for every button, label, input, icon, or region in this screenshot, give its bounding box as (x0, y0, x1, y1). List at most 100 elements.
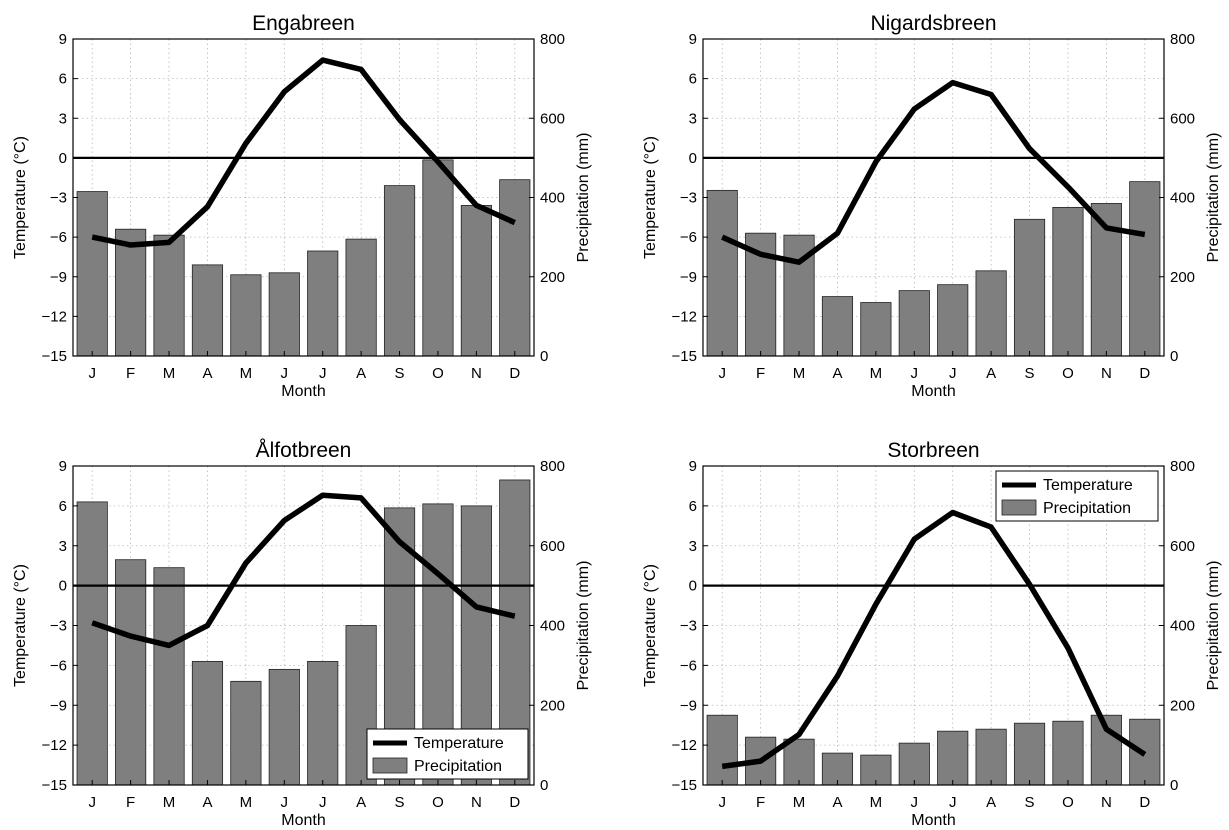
y2-tick-label: 200 (1170, 269, 1195, 286)
precip-bar (1052, 207, 1084, 357)
legend-precipitation-swatch (372, 757, 408, 774)
x-tick-label: D (1139, 794, 1150, 811)
y2-axis-label: Precipitation (mm) (575, 561, 592, 691)
legend-temperature-label: Temperature (1043, 477, 1133, 494)
y2-tick-label: 800 (540, 458, 565, 475)
y2-tick-label: 400 (540, 618, 565, 635)
x-tick-label: M (793, 794, 806, 811)
x-tick-label: A (832, 365, 842, 382)
legend-temperature-label: Temperature (414, 735, 504, 752)
x-tick-label: F (756, 794, 765, 811)
precip-bar (821, 752, 854, 786)
legend: Temperature Precipitation (366, 728, 529, 780)
y-tick-label: 0 (59, 150, 67, 167)
precip-bar (115, 559, 147, 786)
y2-tick-label: 0 (540, 777, 548, 794)
y-tick-label: −12 (42, 737, 67, 754)
x-tick-label: J (911, 794, 919, 811)
precip-bar (1129, 181, 1161, 357)
y-tick-label: −3 (680, 618, 697, 635)
x-tick-label: F (126, 365, 135, 382)
legend-precipitation-label: Precipitation (1043, 500, 1131, 517)
x-tick-label: A (202, 365, 212, 382)
x-tick-label: M (240, 794, 253, 811)
precip-bar (821, 296, 854, 357)
y-tick-label: −15 (672, 777, 697, 794)
temperature-line (91, 57, 516, 248)
y-tick-label: −15 (42, 348, 67, 365)
x-tick-label: O (1062, 794, 1074, 811)
chart-title: Nigardsbreen (870, 12, 996, 35)
y2-axis-label: Precipitation (mm) (1205, 133, 1222, 263)
y-tick-label: −15 (42, 777, 67, 794)
y2-axis-label: Precipitation (mm) (1205, 561, 1222, 691)
precip-bar (460, 205, 492, 357)
y-tick-label: −9 (680, 697, 697, 714)
y-axis-label: Temperature (°C) (12, 564, 29, 687)
precip-bar (860, 302, 892, 357)
precip-bar (383, 185, 416, 357)
y-tick-label: −15 (672, 348, 697, 365)
y2-tick-label: 600 (1170, 110, 1195, 127)
y-tick-label: 3 (689, 110, 697, 127)
x-tick-label: D (509, 365, 520, 382)
y-tick-label: −6 (680, 229, 697, 246)
x-tick-label: S (1025, 365, 1035, 382)
y-tick-label: 6 (689, 498, 697, 515)
precip-bar (898, 290, 930, 357)
precip-bar (230, 680, 262, 786)
chart-title: Engabreen (252, 12, 355, 35)
temperature-line (721, 79, 1146, 265)
x-tick-label: M (240, 365, 253, 382)
y2-tick-label: 200 (540, 269, 565, 286)
x-tick-label: J (949, 365, 957, 382)
precip-bar (268, 668, 300, 786)
y-tick-label: −12 (42, 308, 67, 325)
x-tick-label: M (870, 365, 883, 382)
precip-bar (706, 714, 738, 786)
x-tick-label: S (395, 794, 405, 811)
precip-bar (230, 274, 262, 357)
precip-bar (268, 272, 300, 357)
y-tick-label: −9 (50, 697, 67, 714)
x-tick-label: M (870, 794, 883, 811)
x-axis-label: Month (281, 383, 325, 400)
chart-title: Ålfotbreen (256, 439, 352, 462)
x-tick-label: D (509, 794, 520, 811)
x-tick-label: J (319, 365, 327, 382)
chart-panel-2: −15 −12 −9 −6 −3 0 3 6 9 0 200 400 600 800 J F M A M J J A S O N… (642, 12, 1222, 400)
temperature-line (721, 509, 1147, 770)
y2-tick-label: 0 (1170, 777, 1178, 794)
precip-bar (191, 264, 224, 357)
y-tick-label: −6 (50, 229, 67, 246)
y2-tick-label: 600 (540, 110, 565, 127)
x-tick-label: D (1139, 365, 1150, 382)
x-tick-label: N (1101, 365, 1112, 382)
y-tick-label: 9 (59, 458, 67, 475)
y2-tick-label: 800 (540, 31, 565, 48)
y-tick-label: 3 (59, 538, 67, 555)
precip-bar (937, 284, 969, 357)
y-tick-label: 6 (59, 71, 67, 88)
precip-bar (153, 567, 185, 786)
y-axis-label: Temperature (°C) (12, 136, 29, 259)
y-tick-label: −12 (672, 308, 697, 325)
y-tick-label: −3 (50, 618, 67, 635)
x-tick-label: J (88, 794, 96, 811)
precip-bar (499, 179, 531, 357)
y2-tick-label: 600 (540, 538, 565, 555)
x-tick-label: N (1101, 794, 1112, 811)
x-tick-label: A (202, 794, 212, 811)
precip-bar (1052, 720, 1084, 786)
x-tick-label: J (949, 794, 957, 811)
chart-panel-1: −15 −12 −9 −6 −3 0 3 6 9 0 200 400 600 800 J F M A M J J A S O N… (12, 12, 592, 400)
precip-bar (307, 660, 339, 786)
chart-panel-4: −15 −12 −9 −6 −3 0 3 6 9 0 200 400 600 800 J F M A M J J A S O N… (642, 439, 1222, 829)
y-tick-label: −6 (680, 657, 697, 674)
x-tick-label: J (718, 365, 726, 382)
precip-bar (975, 728, 1007, 786)
y2-axis-label: Precipitation (mm) (575, 133, 592, 263)
x-tick-label: S (1025, 794, 1035, 811)
x-tick-label: O (432, 794, 444, 811)
y-tick-label: −9 (50, 269, 67, 286)
